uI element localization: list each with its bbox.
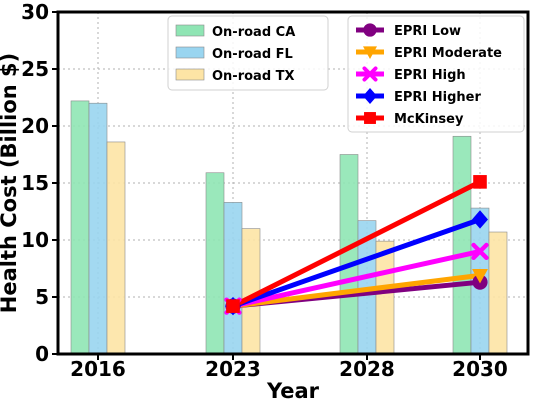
bar-on-road-ca-2023 — [205, 172, 225, 355]
legend-marker-epri-low — [363, 23, 377, 37]
legend-label-epri-low: EPRI Low — [394, 24, 461, 39]
legend-label-epri-high: EPRI High — [394, 68, 466, 83]
x-tick-label-2028: 2028 — [339, 357, 395, 381]
legend-swatch-on-road-ca — [175, 24, 205, 37]
bar-on-road-tx-2028 — [375, 240, 395, 355]
x-axis-ticks: 2016 2023 2028 2030 — [70, 354, 508, 381]
legend-marker-epri-high-stroke-b — [362, 66, 378, 82]
legend-marker-epri-high — [362, 66, 378, 82]
y-tick-label-5: 5 — [35, 285, 49, 309]
bar-on-road-fl-2016 — [88, 102, 108, 355]
y-axis-ticks: 0 5 10 15 20 25 30 — [21, 0, 58, 366]
y-axis-title: Health Cost (Billion $) — [0, 53, 21, 313]
x-tick-label-2023: 2023 — [205, 357, 261, 381]
line-epri-high — [230, 248, 483, 309]
bar-on-road-ca-2028 — [339, 154, 359, 355]
legend-label-epri-moderate: EPRI Moderate — [394, 46, 502, 61]
y-tick-label-10: 10 — [21, 228, 49, 252]
marker-epri-higher-2030 — [472, 210, 488, 229]
legend-swatch-on-road-fl — [175, 46, 205, 59]
legend-label-mckinsey: McKinsey — [394, 112, 464, 127]
legend-box-bars — [167, 15, 329, 91]
bar-series-group — [70, 100, 508, 355]
x-tick-label-2016: 2016 — [70, 357, 126, 381]
marker-epri-moderate-2030 — [472, 268, 488, 284]
y-tick-label-20: 20 — [21, 114, 49, 138]
marker-mckinsey-2030 — [473, 175, 487, 189]
bar-on-road-fl-2023 — [223, 202, 243, 355]
legend-bar-series: On-road CA On-road FL On-road TX — [167, 15, 329, 91]
y-tick-label-0: 0 — [35, 342, 49, 366]
bar-on-road-tx-2030 — [488, 231, 508, 355]
legend-marker-mckinsey — [364, 112, 376, 124]
x-axis-title: Year — [266, 379, 320, 403]
line-mckinsey — [230, 179, 483, 309]
legend-box-lines — [347, 15, 525, 133]
legend-label-on-road-ca: On-road CA — [212, 25, 295, 40]
y-tick-label-15: 15 — [21, 171, 49, 195]
marker-epri-high-2030 — [471, 242, 489, 260]
legend-label-on-road-tx: On-road TX — [212, 69, 295, 84]
line-series-group — [230, 179, 483, 309]
y-tick-label-30: 30 — [21, 0, 49, 24]
legend-label-on-road-fl: On-road FL — [212, 47, 293, 62]
legend-line-series: EPRI Low EPRI Moderate EPRI High EPRI Highe… — [347, 15, 525, 133]
marker-epri-high-2030-stroke-b — [471, 242, 489, 260]
legend-marker-epri-higher — [363, 87, 377, 105]
line-epri-moderate — [230, 272, 483, 309]
legend-label-epri-higher: EPRI Higher — [394, 90, 481, 105]
bar-on-road-ca-2030 — [452, 135, 472, 355]
line-epri-higher — [230, 216, 483, 309]
legend-swatch-on-road-tx — [175, 68, 205, 81]
bar-on-road-ca-2016 — [70, 100, 90, 355]
x-tick-label-2030: 2030 — [452, 357, 508, 381]
marker-mckinsey-2023 — [226, 299, 240, 313]
legend-marker-epri-moderate — [363, 46, 377, 59]
marker-group — [224, 175, 489, 316]
y-tick-label-25: 25 — [21, 57, 49, 81]
bar-on-road-tx-2016 — [106, 141, 126, 355]
